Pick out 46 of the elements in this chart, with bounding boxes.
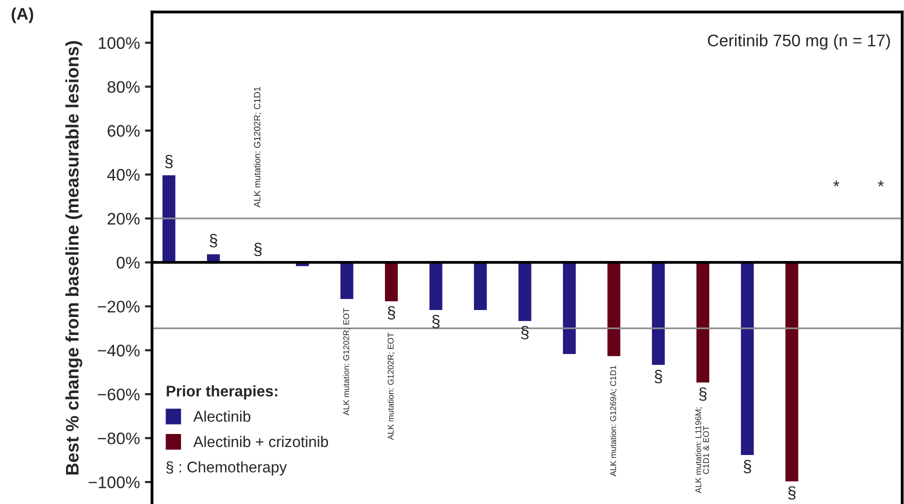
y-tick-label: −40% [98,344,140,356]
legend-label: Alectinib + crizotinib [193,436,328,448]
text: § [165,154,173,168]
y-tick-label: 80% [108,81,140,93]
y-tick-label: 0% [116,256,140,269]
y-tick-label: −80% [98,432,140,444]
bar [384,262,400,303]
y-tick-label: −60% [98,388,140,400]
y-axis-title: Best % change from baseline (measurable lesions) [65,41,82,475]
bar [740,262,756,456]
legend-title: Prior therapies: [166,385,278,400]
bar [472,262,488,312]
text: * [833,180,840,186]
bar [606,262,622,358]
bar [562,262,578,356]
bar [428,262,444,312]
annotation: ALK mutation: G1202R; EOT [388,332,395,440]
y-tick-label: −100% [88,476,140,488]
y-tick-label: −20% [98,300,140,313]
text: * [878,180,884,186]
text: Ceritinib 750 mg (n = 17) [708,34,890,50]
text: § [210,234,218,248]
text: § [744,460,752,474]
text: § [699,387,707,401]
bar [784,262,800,483]
text: § [388,306,396,320]
text: § [432,314,440,328]
annotation: ALK mutation: L1196M; C1D1 & EOT [695,408,709,494]
y-tick-label: 40% [107,168,140,181]
annotation: ALK mutation: G1202R; EOT [343,308,350,416]
bar [650,262,666,366]
text: § [254,242,262,256]
text: § [788,486,796,500]
annotation: ALK mutation: G1202R; C1D1 [254,86,262,208]
legend-label: Alectinib [193,410,250,422]
annotation: ALK mutation: G1269A; C1D1 [610,366,618,476]
y-tick-label: 60% [108,125,140,137]
y-tick-label: 20% [108,212,140,225]
text: (A) [12,8,34,24]
y-tick-label: 100% [98,37,140,49]
text: § [521,326,529,340]
text: § [654,370,662,384]
bar [695,262,711,384]
annotation: § : Chemotherapy [166,461,287,476]
bar [517,262,533,322]
bar [339,262,355,300]
